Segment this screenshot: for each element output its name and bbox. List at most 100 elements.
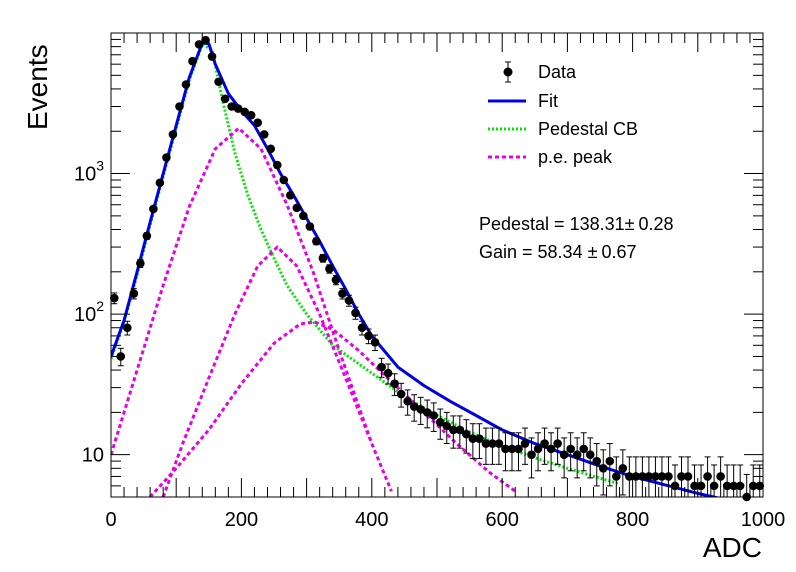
data-point: [286, 191, 295, 200]
data-point: [220, 94, 230, 104]
data-point: [494, 427, 504, 465]
data-point: [377, 357, 386, 378]
data-point: [201, 35, 210, 45]
data-point: [279, 175, 289, 185]
data-point: [299, 211, 308, 221]
data-point: [488, 427, 497, 465]
data-points: [109, 35, 765, 502]
fit-annotations: Pedestal = 138.31± 0.28 Gain = 58.34 ±0.6…: [479, 214, 674, 262]
data-point: [559, 437, 569, 479]
data-point: [475, 423, 484, 459]
data-point: [651, 456, 660, 497]
data-point: [396, 382, 406, 408]
data-point: [585, 437, 595, 479]
data-point: [416, 396, 426, 425]
data-point: [116, 347, 126, 367]
x-axis-title: ADC: [703, 532, 762, 563]
x-tick-label: 400: [355, 509, 388, 531]
data-point: [370, 334, 380, 352]
x-tick-label: 200: [225, 509, 258, 531]
data-point: [129, 288, 139, 300]
data-point: [709, 464, 719, 497]
data-point: [481, 427, 491, 465]
x-tick-label: 600: [486, 509, 519, 531]
data-point: [572, 437, 582, 479]
data-point: [305, 222, 315, 231]
data-point: [703, 456, 712, 497]
y-axis-title: Events: [22, 44, 53, 130]
data-point: [227, 102, 236, 111]
data-point: [272, 160, 282, 170]
data-point: [338, 288, 347, 300]
data-point: [149, 204, 158, 214]
data-point: [696, 464, 706, 497]
legend-entry: Data: [503, 61, 577, 83]
data-point: [657, 456, 667, 497]
data-point: [442, 411, 452, 445]
data-point: [331, 275, 341, 286]
data-point: [292, 203, 302, 213]
x-tick-label: 800: [616, 509, 649, 531]
legend-label: Data: [538, 62, 577, 82]
data-point: [181, 80, 191, 89]
data-point: [435, 408, 445, 440]
data-point: [592, 443, 602, 487]
data-point: [188, 56, 197, 66]
y-tick-label: 103: [74, 158, 104, 186]
data-point: [735, 464, 745, 497]
data-point: [566, 432, 575, 472]
axis-ticks: [110, 32, 764, 498]
data-point: [514, 432, 523, 472]
legend-label: Pedestal CB: [538, 119, 638, 139]
data-point: [683, 456, 693, 497]
data-point: [546, 432, 556, 472]
data-point: [527, 437, 536, 479]
data-point: [631, 456, 641, 497]
data-point: [520, 427, 530, 465]
data-point: [612, 456, 621, 497]
data-point: [677, 456, 686, 497]
data-point: [136, 258, 145, 268]
data-point: [553, 427, 562, 465]
data-point: [429, 402, 439, 432]
data-point: [266, 144, 276, 154]
data-point: [325, 264, 334, 274]
data-point: [664, 456, 673, 497]
data-point: [409, 394, 419, 422]
curve-dashed-4: [161, 245, 393, 497]
data-point: [155, 178, 165, 188]
x-tick-label: 1000: [741, 509, 786, 531]
data-point: [690, 464, 699, 497]
data-point: [540, 427, 549, 465]
gain-annotation: Gain = 58.34 ±0.67: [479, 242, 637, 262]
data-point: [240, 107, 249, 117]
legend-entry: Pedestal CB: [488, 119, 638, 139]
data-point: [246, 110, 256, 120]
legend-label: Fit: [538, 91, 558, 111]
data-point: [344, 294, 354, 307]
curve-dashed-5: [148, 320, 517, 497]
y-tick-label: 102: [74, 298, 104, 326]
y-tick-label: 10: [82, 445, 104, 467]
legend-entry: p.e. peak: [488, 147, 613, 167]
legend: Data Fit Pedestal CB p.e. peak: [488, 61, 638, 167]
data-point: [175, 102, 184, 111]
data-point: [383, 363, 393, 385]
data-point: [455, 415, 465, 449]
legend-label: p.e. peak: [538, 147, 613, 167]
data-point: [579, 432, 588, 472]
data-point: [194, 40, 204, 49]
data-point: [233, 104, 243, 113]
data-point: [214, 77, 223, 87]
data-point: [318, 253, 328, 263]
data-point: [605, 443, 615, 487]
curve-dotted-2: [111, 42, 621, 486]
data-point: [598, 449, 608, 496]
data-point: [716, 456, 725, 497]
data-point: [449, 415, 458, 449]
data-point: [123, 320, 132, 336]
data-point: [501, 432, 510, 472]
data-point: [618, 449, 628, 496]
data-point: [403, 389, 412, 416]
